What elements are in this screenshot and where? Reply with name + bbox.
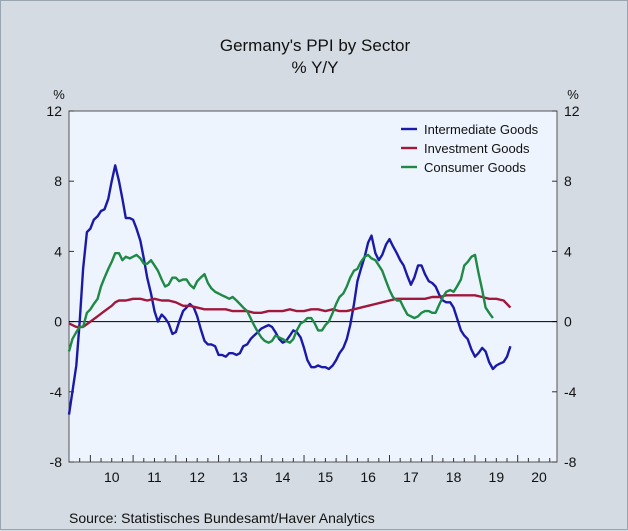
legend-label-consumer-goods: Consumer Goods — [424, 160, 526, 175]
source-note: Source: Statistisches Bundesamt/Haver An… — [69, 510, 375, 526]
x-tick-label: 14 — [275, 469, 291, 485]
y-tick-label-right: -4 — [564, 384, 577, 400]
x-tick-label: 15 — [318, 469, 334, 485]
y-tick-label-right: -8 — [564, 454, 577, 470]
x-tick-label: 10 — [104, 469, 120, 485]
chart-subtitle: % Y/Y — [292, 58, 339, 77]
x-tick-label: 19 — [489, 469, 505, 485]
y-axis-left: -8 -4 0 4 8 12 — [46, 103, 74, 470]
series-line-investment-goods — [68, 294, 512, 329]
x-tick-label: 11 — [147, 469, 162, 485]
x-tick-label: 13 — [232, 469, 248, 485]
x-tick-label: 18 — [446, 469, 462, 485]
x-tick-label: 12 — [189, 469, 205, 485]
y-tick-label-right: 12 — [564, 103, 580, 119]
y-tick-label-left: 8 — [54, 173, 62, 189]
x-axis: 10 11 12 13 14 15 16 17 18 19 20 — [79, 455, 551, 485]
legend-label-intermediate-goods: Intermediate Goods — [424, 122, 539, 137]
series-line-consumer-goods — [67, 252, 494, 352]
series-lines — [67, 164, 512, 415]
y-tick-label-right: 0 — [564, 314, 572, 330]
y-tick-label-right: 4 — [564, 243, 572, 259]
x-tick-label: 17 — [403, 469, 419, 485]
y-tick-label-left: 12 — [46, 103, 62, 119]
chart-title: Germany's PPI by Sector — [220, 36, 411, 55]
y-tick-label-left: 0 — [54, 314, 62, 330]
x-tick-label: 16 — [360, 469, 376, 485]
legend: Intermediate Goods Investment Goods Consum… — [401, 122, 539, 175]
y-unit-left: % — [53, 87, 65, 102]
x-tick-label: 20 — [531, 469, 547, 485]
y-unit-right: % — [567, 87, 579, 102]
y-tick-label-left: 4 — [54, 243, 62, 259]
series-line-intermediate-goods — [67, 164, 512, 415]
y-axis-right: -8 -4 0 4 8 12 — [552, 103, 580, 470]
y-tick-label-left: -8 — [50, 454, 63, 470]
y-tick-label-right: 8 — [564, 173, 572, 189]
legend-label-investment-goods: Investment Goods — [424, 141, 530, 156]
y-tick-label-left: -4 — [50, 384, 63, 400]
